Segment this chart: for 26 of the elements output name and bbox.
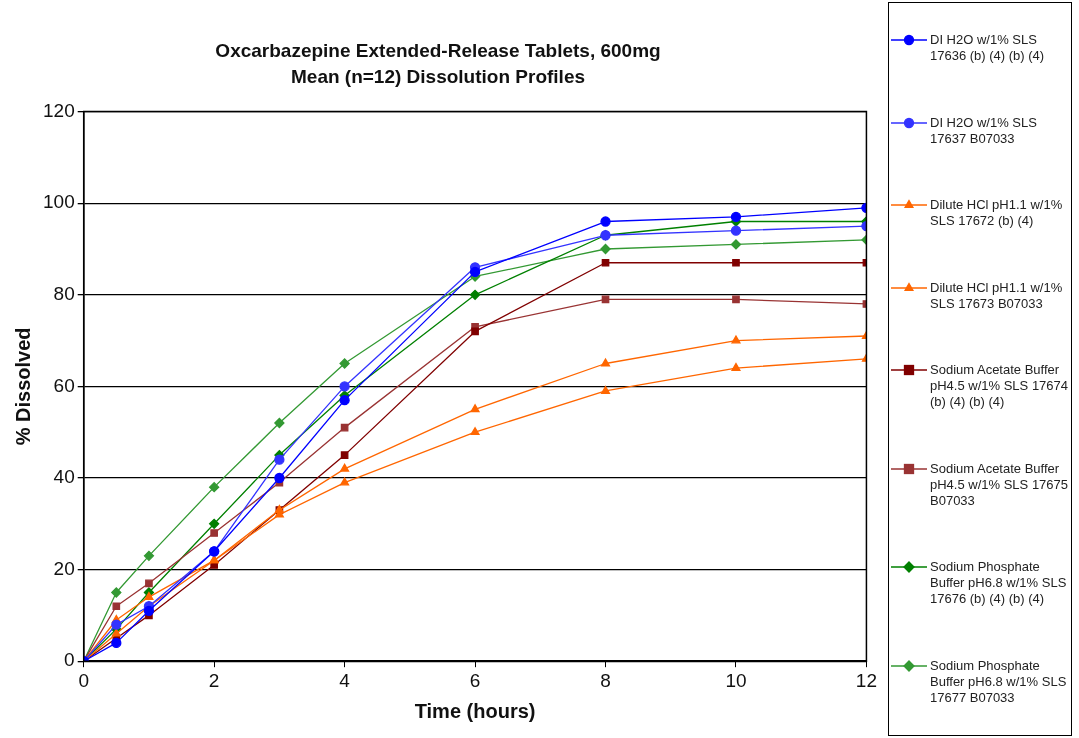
y-tick-label: 40 xyxy=(53,466,75,488)
x-tick-label: 2 xyxy=(208,669,220,691)
legend-label: Dilute HCl pH1.1 w/1% SLS 17673 B07033 xyxy=(930,279,1064,312)
legend-label: Sodium Phosphate Buffer pH6.8 w/1% SLS 17676 (b) (4) (b) (4) xyxy=(930,559,1068,608)
x-tick-label: 8 xyxy=(600,669,611,691)
x-axis-title: Time (hours) xyxy=(414,699,536,722)
legend-label: Sodium Acetate Buffer pH4.5 w/1% SLS 17675 B07033 xyxy=(930,460,1069,509)
y-tick-label: 80 xyxy=(53,283,75,305)
chart-subtitle: Mean (n=12) Dissolution Profiles xyxy=(290,66,586,88)
y-tick-label: 100 xyxy=(43,191,75,213)
y-tick-label: 20 xyxy=(53,557,75,579)
legend-label: DI H2O w/1% SLS 17636 (b) (4) (b) (4) xyxy=(930,32,1046,65)
y-tick-label: 120 xyxy=(43,99,75,121)
chart-title: Oxcarbazepine Extended-Release Tablets, 600mg xyxy=(215,39,661,61)
legend-label: DI H2O w/1% SLS 17637 B07033 xyxy=(930,114,1038,147)
legend-label: Sodium Acetate Buffer pH4.5 w/1% SLS 17674 (b) (4) (b) (4) xyxy=(930,362,1069,411)
y-axis-title: % Dissolved xyxy=(11,327,34,446)
y-tick-label: 60 xyxy=(53,374,75,396)
x-tick-label: 4 xyxy=(339,669,351,691)
legend-label: Dilute HCl pH1.1 w/1% SLS 17672 (b) (4) xyxy=(930,197,1064,230)
x-tick-label: 12 xyxy=(855,669,877,691)
x-tick-label: 0 xyxy=(78,669,89,691)
legend-label: Sodium Phosphate Buffer pH6.8 w/1% SLS 17677 B07033 xyxy=(930,657,1068,706)
x-tick-label: 6 xyxy=(469,669,481,691)
x-tick-label: 10 xyxy=(725,669,747,691)
y-tick-label: 0 xyxy=(64,649,75,671)
